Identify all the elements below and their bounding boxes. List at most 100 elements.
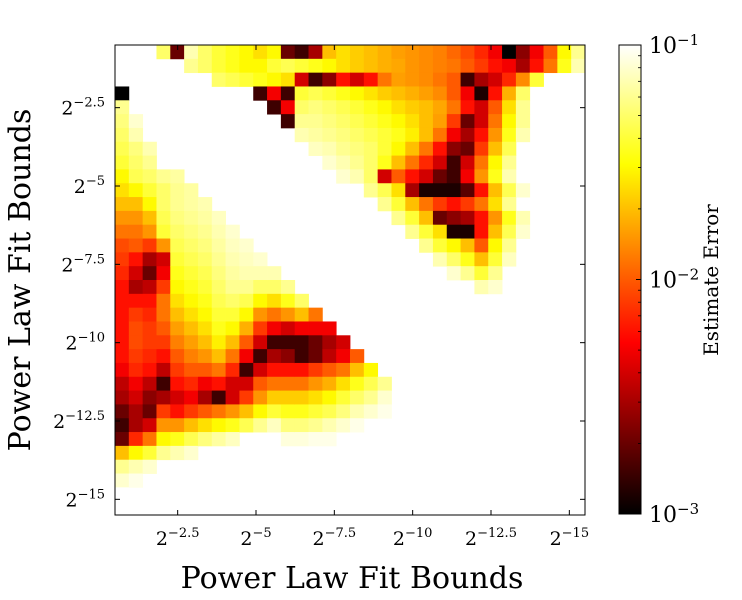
heatmap-cell — [294, 362, 309, 378]
heatmap-cell — [515, 72, 531, 87]
heatmap-cell — [156, 197, 171, 212]
heatmap-cell — [294, 100, 309, 115]
heatmap-cell — [502, 114, 517, 129]
heatmap-cell — [197, 252, 213, 267]
heatmap-cell — [115, 100, 130, 115]
heatmap-cell — [267, 72, 282, 87]
heatmap-cell — [377, 72, 392, 87]
heatmap-cell — [156, 183, 171, 198]
heatmap-cell — [239, 349, 254, 364]
heatmap-cell — [156, 390, 171, 405]
heatmap-cell — [267, 335, 282, 350]
heatmap-cell — [363, 376, 379, 391]
heatmap-cell — [336, 100, 351, 115]
heatmap-cell — [253, 362, 268, 378]
heatmap-cell — [184, 58, 199, 74]
heatmap-cell — [115, 183, 130, 198]
heatmap-cell — [571, 45, 586, 60]
heatmap-cell — [322, 127, 337, 143]
heatmap-cell — [184, 418, 199, 433]
heatmap-cell — [294, 432, 309, 447]
heatmap-cell — [336, 349, 351, 364]
heatmap-cell — [156, 280, 171, 295]
heatmap-cell — [225, 307, 240, 322]
heatmap-cell — [488, 266, 503, 281]
heatmap-cell — [308, 362, 323, 378]
heatmap-cell — [115, 307, 130, 322]
heatmap-cell — [432, 141, 448, 156]
heatmap-cell — [377, 127, 392, 143]
heatmap-cell — [115, 390, 130, 405]
heatmap-cell — [197, 266, 213, 281]
heatmap-cell — [142, 238, 157, 253]
y-tick-label: 2−12.5 — [53, 409, 105, 433]
heatmap-cell — [377, 86, 392, 101]
heatmap-cell — [115, 335, 130, 350]
heatmap-cell — [156, 445, 171, 461]
heatmap-cell — [502, 183, 517, 198]
heatmap-cell — [502, 72, 517, 87]
heatmap-cell — [488, 155, 503, 170]
heatmap-cell — [280, 335, 296, 350]
heatmap-cell — [474, 86, 489, 101]
heatmap-cell — [280, 293, 296, 309]
heatmap-cell — [197, 197, 213, 212]
heatmap-cell — [142, 307, 157, 322]
heatmap-cell — [280, 418, 296, 433]
heatmap-cell — [488, 169, 503, 184]
heatmap-cell — [156, 252, 171, 267]
heatmap-cell — [211, 210, 226, 226]
heatmap-cell — [267, 376, 282, 391]
heatmap-cell — [128, 141, 144, 156]
heatmap-cell — [391, 100, 406, 115]
heatmap-cell — [142, 293, 157, 309]
heatmap-cell — [460, 72, 475, 87]
heatmap-cell — [267, 390, 282, 405]
heatmap-cell — [419, 127, 434, 143]
heatmap-cell — [197, 45, 213, 60]
heatmap-cell — [128, 362, 144, 378]
heatmap-cell — [115, 169, 130, 184]
heatmap-cell — [432, 224, 448, 239]
heatmap-cell — [142, 210, 157, 226]
heatmap-cell — [225, 321, 240, 336]
heatmap-cell — [184, 404, 199, 419]
heatmap-cell — [308, 58, 323, 74]
heatmap-cell — [115, 114, 130, 129]
heatmap-cell — [156, 45, 171, 60]
heatmap-cell — [363, 58, 379, 74]
heatmap-cell — [253, 45, 268, 60]
x-axis-title: Power Law Fit Bounds — [181, 561, 524, 596]
heatmap-cell — [128, 404, 144, 419]
heatmap-cell — [474, 169, 489, 184]
heatmap-cell — [419, 238, 434, 253]
heatmap-cell — [115, 376, 130, 391]
heatmap-cell — [515, 183, 531, 198]
heatmap-cell — [336, 362, 351, 378]
heatmap-cell — [308, 307, 323, 322]
heatmap-cell — [211, 266, 226, 281]
heatmap-cell — [432, 86, 448, 101]
heatmap-cell — [115, 349, 130, 364]
heatmap-cell — [170, 432, 185, 447]
heatmap-cell — [267, 349, 282, 364]
heatmap-cell — [225, 266, 240, 281]
heatmap-cell — [197, 362, 213, 378]
heatmap-cell — [502, 224, 517, 239]
heatmap-cell — [446, 224, 461, 239]
heatmap-cell — [253, 418, 268, 433]
heatmap-cell — [294, 335, 309, 350]
heatmap-cell — [363, 114, 379, 129]
heatmap-cell — [308, 404, 323, 419]
heatmap-cell — [446, 45, 461, 60]
heatmap-cell — [156, 321, 171, 336]
heatmap-cell — [184, 252, 199, 267]
heatmap-cell — [460, 155, 475, 170]
heatmap-cell — [391, 86, 406, 101]
heatmap-cell — [377, 376, 392, 391]
heatmap-cell — [267, 100, 282, 115]
heatmap-cell — [391, 45, 406, 60]
heatmap-cell — [460, 86, 475, 101]
heatmap-cell — [128, 335, 144, 350]
x-tick-label: 2−10 — [393, 526, 433, 550]
